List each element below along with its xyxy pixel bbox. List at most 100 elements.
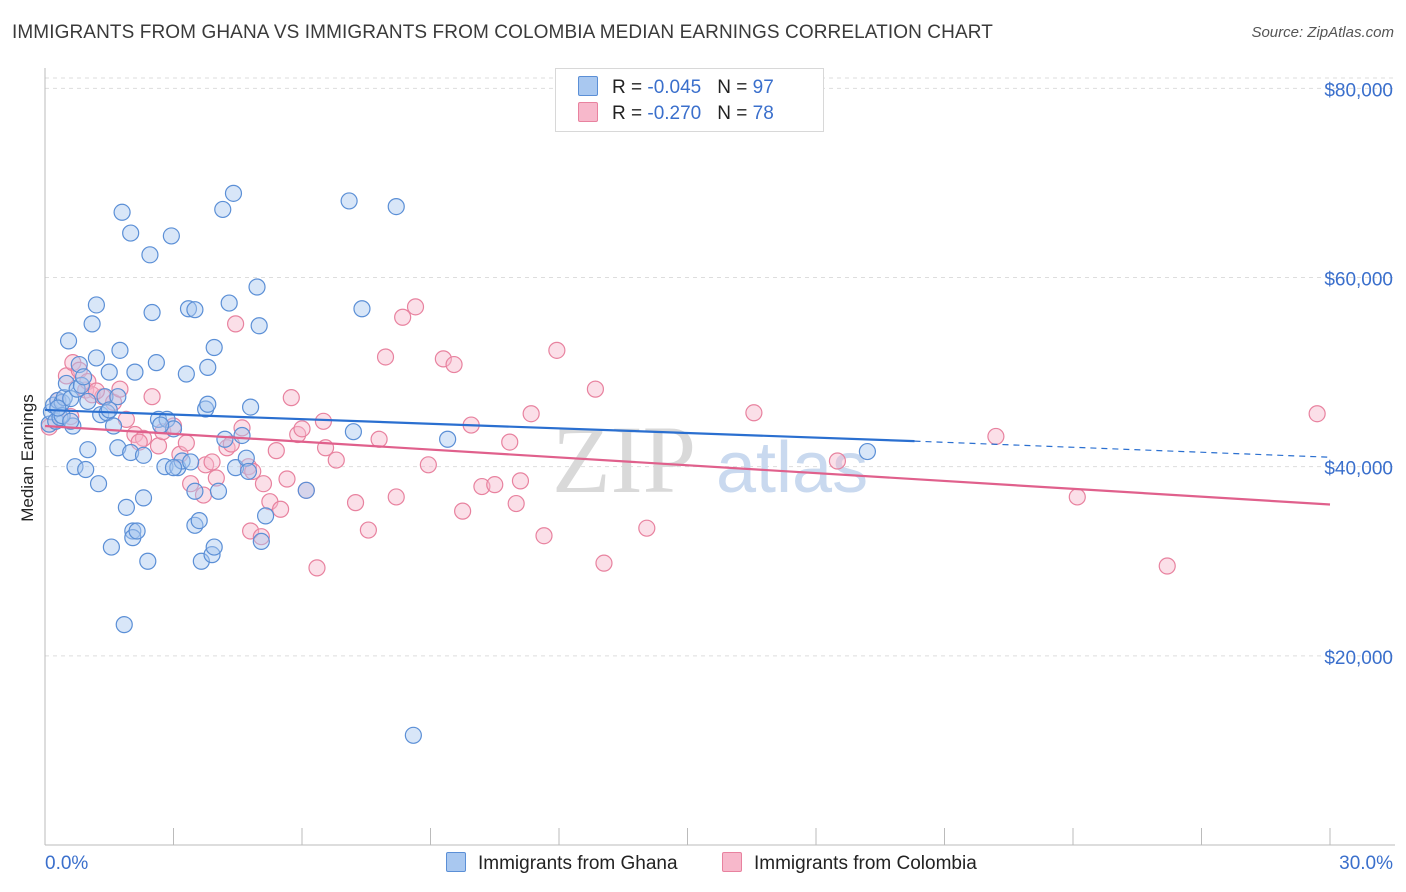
colombia-point	[445, 355, 463, 374]
colombia-point	[254, 475, 273, 493]
ghana-legend-icon	[446, 852, 466, 872]
ghana-point	[216, 430, 234, 448]
colombia-point	[419, 456, 437, 474]
colombia-point	[535, 527, 553, 545]
colombia-point	[143, 388, 161, 406]
colombia-trend-line	[44, 424, 1331, 506]
ghana-point	[297, 481, 315, 499]
legend-r-value: -0.045	[647, 77, 702, 98]
colombia-point	[486, 476, 504, 494]
ghana-point	[128, 522, 146, 540]
ghana-point	[190, 511, 208, 530]
ghana-point	[248, 278, 266, 296]
ghana-point	[100, 363, 118, 381]
ghana-point	[858, 442, 877, 461]
ghana-point	[122, 443, 140, 462]
ghana-point	[152, 416, 170, 434]
ghana-point	[111, 341, 129, 359]
ghana-point	[109, 439, 127, 457]
ghana-point	[156, 458, 174, 476]
ghana-point	[117, 498, 135, 516]
colombia-point	[454, 502, 472, 520]
ghana-point	[179, 300, 198, 318]
ghana-point	[113, 203, 131, 221]
ghana-point	[439, 430, 457, 448]
ghana-point	[62, 412, 80, 430]
ghana-point	[49, 399, 67, 417]
ghana-point	[387, 197, 405, 216]
colombia-point	[586, 380, 605, 398]
ghana-point	[92, 406, 110, 424]
colombia-point	[507, 494, 525, 513]
colombia-point	[346, 494, 365, 512]
ghana-point	[134, 446, 153, 464]
colombia-point	[177, 434, 195, 452]
ghana-point	[134, 489, 153, 507]
legend-row-ghana: R = -0.045 N = 97	[578, 76, 774, 102]
bottom-legend-ghana: Immigrants from Ghana	[446, 852, 678, 875]
tick-labels: $20,000 $40,000 $60,000 $80,000 0.0% 30.0%	[45, 80, 1393, 874]
watermark-zip: ZIP	[552, 406, 696, 513]
ghana-point	[147, 354, 165, 372]
colombia-legend-icon	[722, 852, 742, 872]
colombia-swatch-icon	[578, 102, 598, 122]
ghana-point	[205, 538, 223, 556]
ghana-point	[237, 449, 255, 467]
colombia-point	[595, 554, 613, 572]
colombia-point	[282, 389, 300, 407]
ghana-point	[186, 482, 204, 500]
ghana-point	[344, 423, 362, 441]
colombia-point	[828, 452, 847, 470]
colombia-point	[638, 519, 656, 537]
ghana-swatch-icon	[578, 76, 598, 96]
ghana-point	[224, 184, 243, 202]
legend-r-label: R =	[612, 103, 648, 124]
ghana-trend-extension	[914, 440, 1331, 458]
ghana-point	[77, 460, 95, 479]
ghana-point	[126, 363, 144, 381]
colombia-point	[394, 308, 412, 326]
ghana-point	[139, 552, 157, 570]
colombia-point	[267, 442, 285, 460]
ghana-point	[100, 401, 118, 419]
colombia-point	[242, 522, 260, 540]
legend-r-label: R =	[612, 77, 648, 98]
colombia-point	[314, 412, 333, 430]
colombia-point	[473, 477, 491, 496]
colombia-point	[434, 350, 452, 368]
colombia-point	[293, 420, 311, 438]
colombia-point	[987, 427, 1005, 446]
ghana-point	[59, 332, 78, 350]
ghana-point	[340, 192, 358, 210]
stats-legend: R = -0.045 N = 97 R = -0.270 N = 78	[555, 68, 824, 132]
colombia-point	[227, 315, 245, 333]
ghana-point	[404, 726, 422, 744]
ghana-point	[256, 507, 275, 525]
ghana-point	[115, 616, 133, 634]
ghana-point	[83, 315, 101, 333]
ghana-point	[177, 365, 195, 383]
ghana-point	[109, 388, 127, 406]
ghana-point	[102, 538, 120, 556]
colombia-point	[1068, 488, 1086, 506]
colombia-point	[207, 469, 225, 487]
ghana-point	[62, 389, 80, 408]
ghana-point	[353, 300, 371, 318]
legend-r-value: -0.270	[647, 103, 702, 124]
ghana-point	[89, 475, 108, 493]
ghana-point	[162, 227, 180, 245]
colombia-point	[308, 559, 326, 577]
colombia-point	[376, 348, 395, 366]
colombia-point	[501, 433, 519, 451]
ghana-point	[143, 303, 161, 322]
legend-n-label: N =	[717, 77, 753, 98]
y-tick-label: $20,000	[1324, 648, 1393, 669]
ghana-point	[87, 296, 106, 314]
legend-row-colombia: R = -0.270 N = 78	[578, 102, 774, 128]
legend-n-label: N =	[717, 103, 753, 124]
ghana-trend-line	[44, 408, 915, 443]
ghana-point	[242, 398, 260, 416]
ghana-point	[220, 294, 238, 312]
colombia-point	[1308, 405, 1326, 423]
ghana-legend-label: Immigrants from Ghana	[478, 853, 678, 874]
